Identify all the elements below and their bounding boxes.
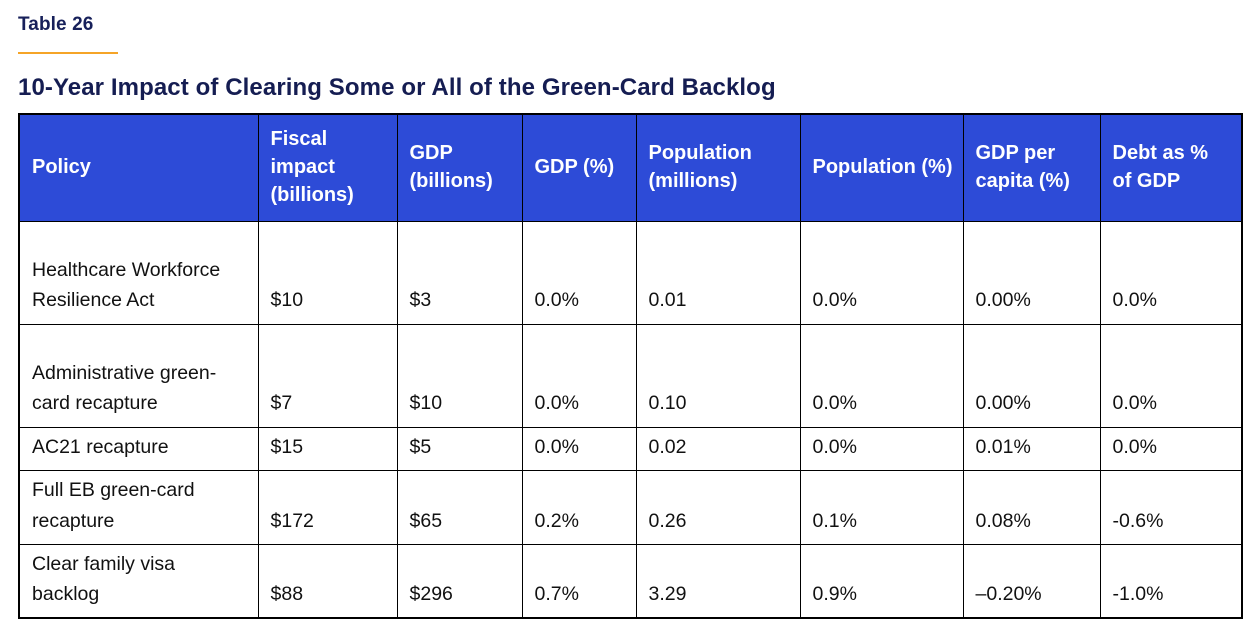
value-cell: 0.0% [799,220,964,325]
value-cell: 0.01% [962,426,1101,471]
value-cell: $88 [257,543,398,619]
value-cell: $65 [396,469,523,545]
policy-cell: Full EB green-card recapture [18,469,259,545]
table-row: Clear family visa backlog $88 $296 0.7% … [18,543,1243,619]
table-row: AC21 recapture $15 $5 0.0% 0.02 0.0% 0.0… [18,426,1243,471]
value-cell: $3 [396,220,523,325]
page-title: 10-Year Impact of Clearing Some or All o… [18,74,776,101]
value-cell: 0.0% [1099,323,1243,428]
value-cell: 0.7% [521,543,637,619]
value-cell: $172 [257,469,398,545]
value-cell: 0.08% [962,469,1101,545]
value-cell: 0.0% [799,426,964,471]
value-cell: –0.20% [962,543,1101,619]
column-header-debt-pct-gdp: Debt as % of GDP [1099,113,1243,222]
value-cell: $296 [396,543,523,619]
column-header-gdp-billions: GDP (billions) [396,113,523,222]
table-row: Full EB green-card recapture $172 $65 0.… [18,469,1243,545]
policy-cell: Clear family visa backlog [18,543,259,619]
value-cell: $10 [257,220,398,325]
value-cell: 0.0% [1099,220,1243,325]
value-cell: $15 [257,426,398,471]
value-cell: -0.6% [1099,469,1243,545]
value-cell: $5 [396,426,523,471]
value-cell: 0.02 [635,426,801,471]
impact-table: Policy Fiscal impact (billions) GDP (bil… [18,113,1243,620]
value-cell: 0.2% [521,469,637,545]
column-header-policy: Policy [18,113,259,222]
column-header-gdp-percent: GDP (%) [521,113,637,222]
value-cell: 0.1% [799,469,964,545]
value-cell: 0.0% [521,426,637,471]
column-header-population-percent: Population (%) [799,113,964,222]
value-cell: 0.0% [521,220,637,325]
value-cell: -1.0% [1099,543,1243,619]
table-header-row: Policy Fiscal impact (billions) GDP (bil… [18,113,1243,222]
table-number-label: Table 26 [18,14,94,35]
accent-underline [18,52,118,54]
value-cell: 0.00% [962,323,1101,428]
policy-cell: AC21 recapture [18,426,259,471]
value-cell: 0.9% [799,543,964,619]
column-header-population-millions: Population (millions) [635,113,801,222]
table-row: Healthcare Workforce Resilience Act $10 … [18,220,1243,325]
value-cell: $7 [257,323,398,428]
value-cell: 0.01 [635,220,801,325]
value-cell: 0.0% [1099,426,1243,471]
value-cell: 0.0% [799,323,964,428]
value-cell: 0.0% [521,323,637,428]
column-header-gdp-per-capita: GDP per capita (%) [962,113,1101,222]
value-cell: 0.26 [635,469,801,545]
value-cell: 3.29 [635,543,801,619]
table-row: Administrative green-card recapture $7 $… [18,323,1243,428]
column-header-fiscal-impact: Fiscal impact (billions) [257,113,398,222]
policy-cell: Healthcare Workforce Resilience Act [18,220,259,325]
value-cell: $10 [396,323,523,428]
value-cell: 0.00% [962,220,1101,325]
value-cell: 0.10 [635,323,801,428]
policy-cell: Administrative green-card recapture [18,323,259,428]
